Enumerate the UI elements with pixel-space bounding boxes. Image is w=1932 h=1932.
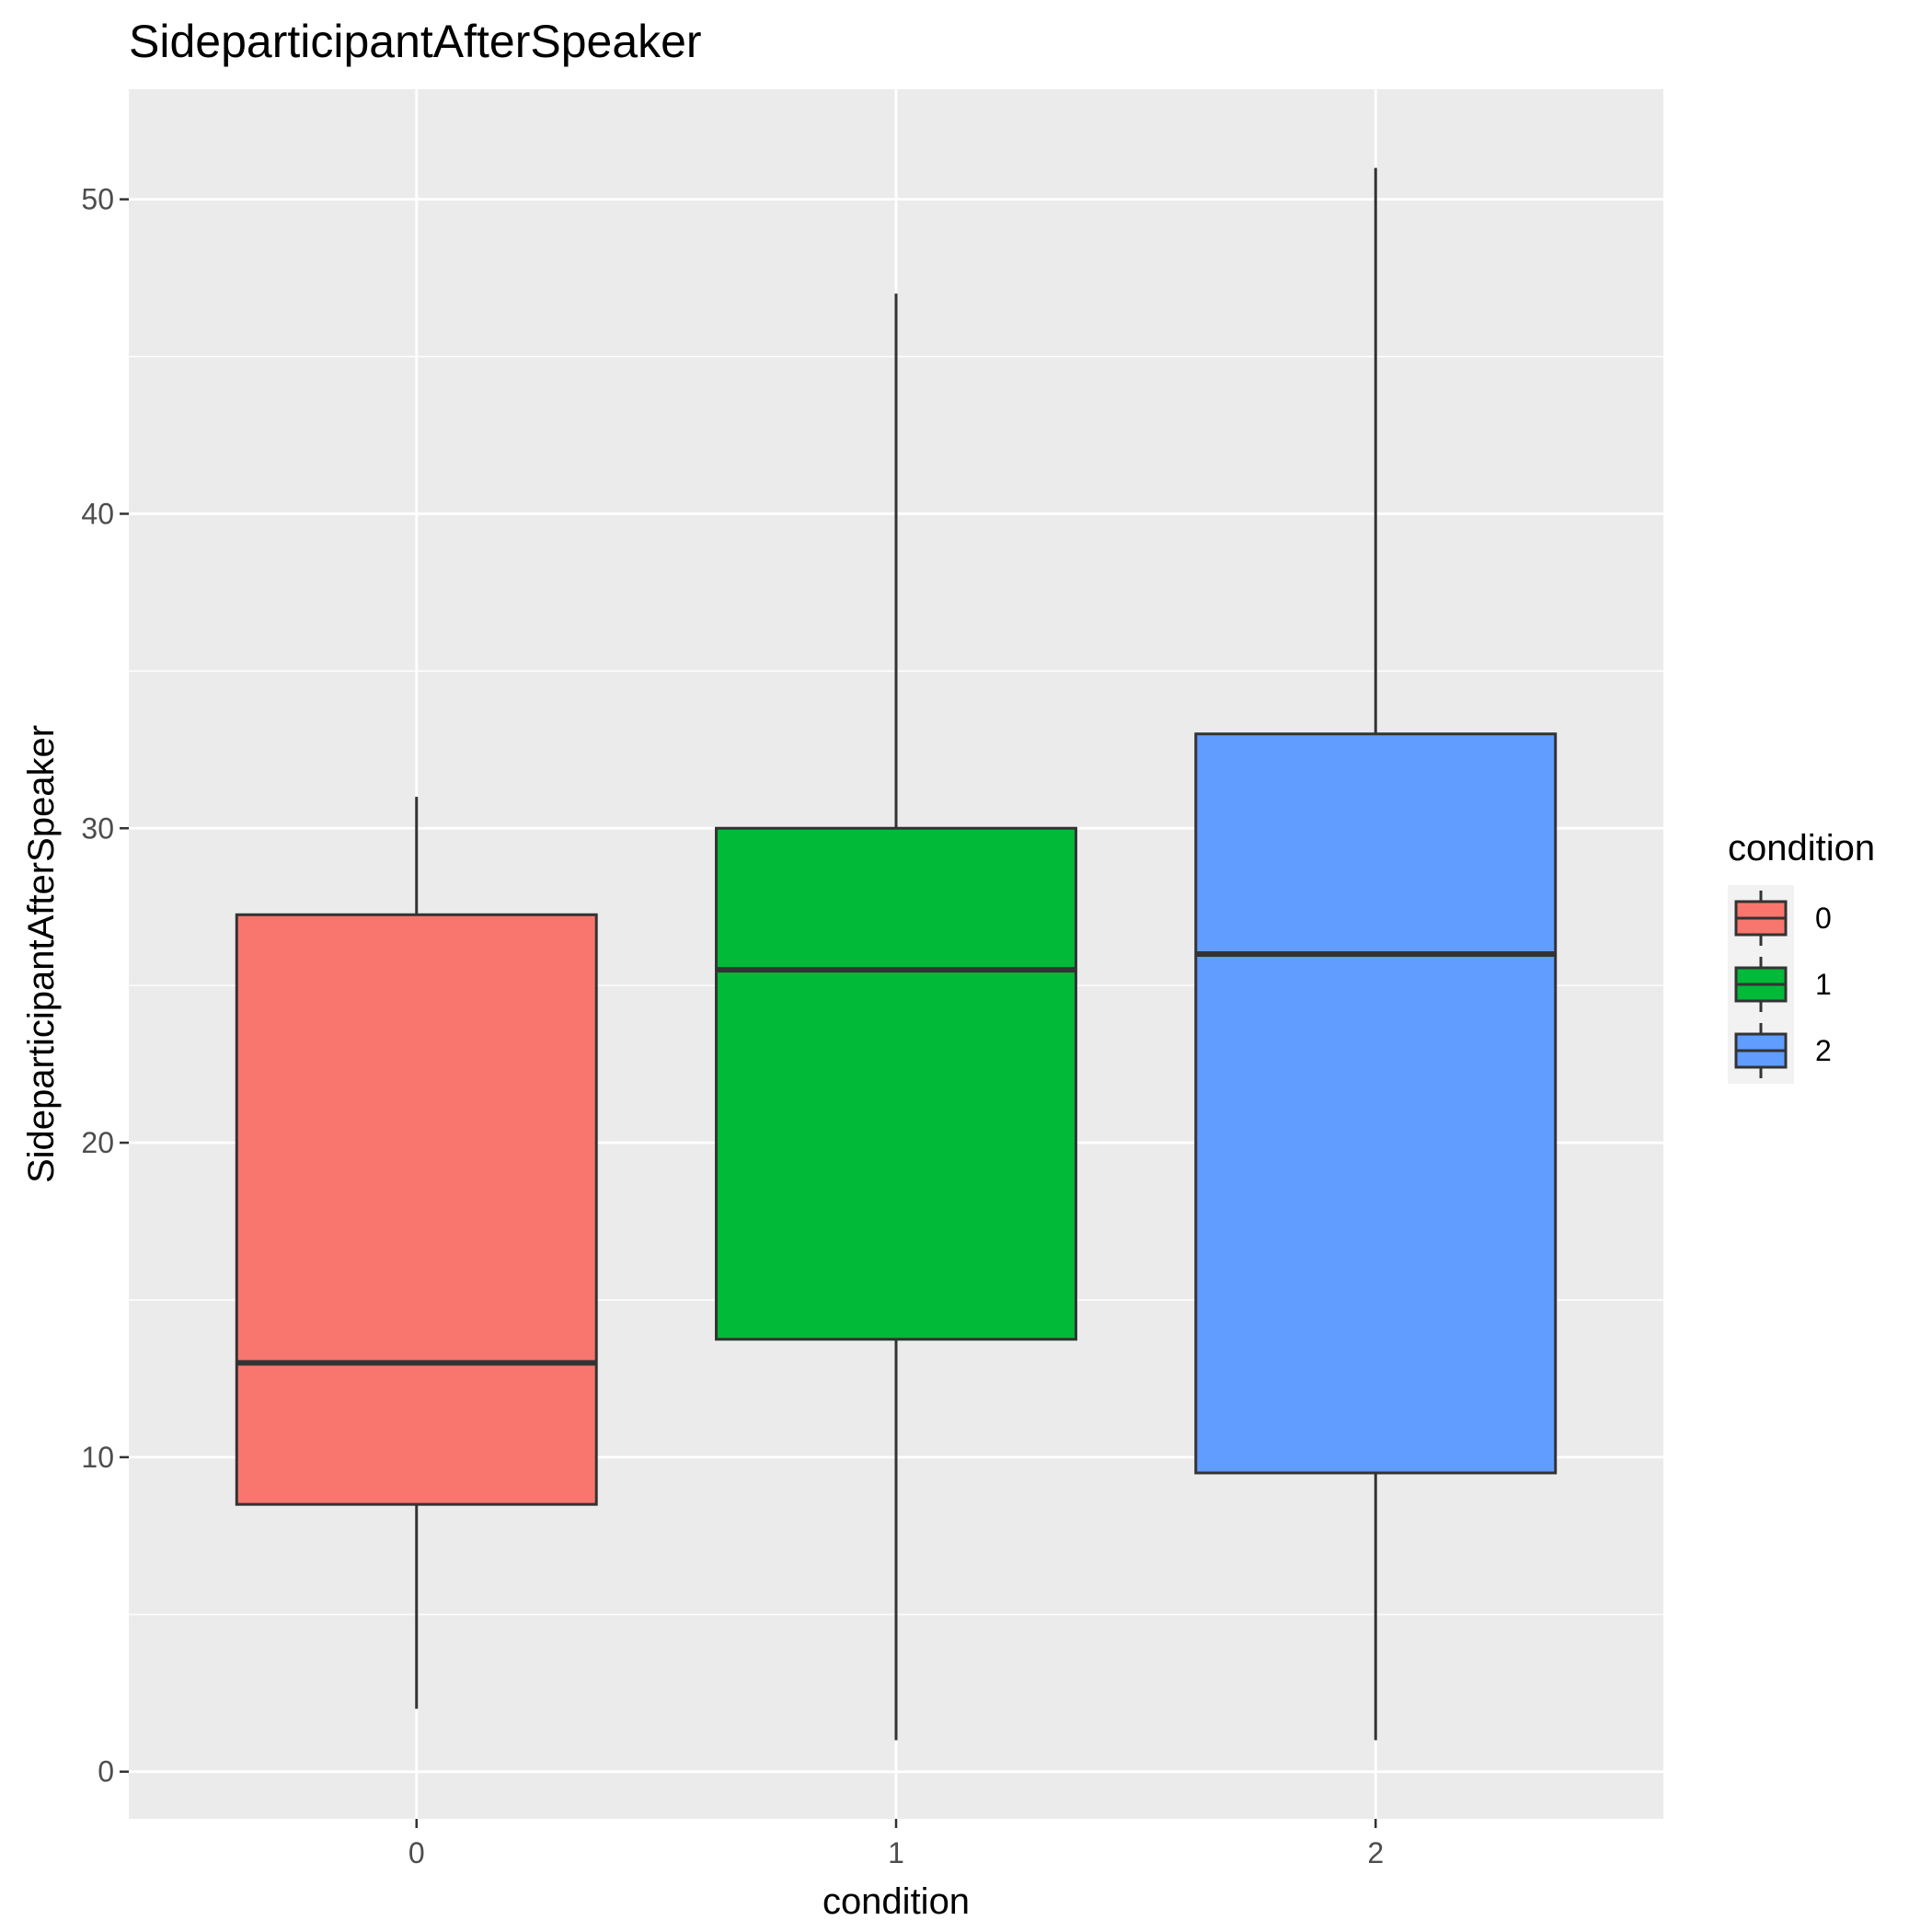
legend: condition 0 1 2 — [1728, 828, 1875, 1084]
legend-label: 1 — [1815, 968, 1832, 1001]
y-axis-title: SideparticipantAfterSpeaker — [21, 725, 62, 1183]
box-layer — [235, 167, 1558, 1741]
y-tick-label: 20 — [81, 1126, 114, 1159]
x-tick-label: 2 — [1367, 1836, 1384, 1869]
legend-item-1: 1 — [1734, 957, 1832, 1012]
iqr-box — [235, 913, 598, 1506]
legend-item-2: 2 — [1734, 1023, 1832, 1078]
legend-item-0: 0 — [1734, 891, 1832, 946]
y-tick-label: 0 — [98, 1755, 114, 1788]
iqr-box — [715, 826, 1077, 1341]
legend-items: 0 1 2 — [1734, 891, 1832, 1078]
y-tick-label: 40 — [81, 497, 114, 530]
x-axis-title: condition — [822, 1881, 970, 1922]
x-tick-label: 0 — [408, 1836, 425, 1869]
iqr-box — [1194, 732, 1558, 1475]
box-condition-2 — [1194, 167, 1558, 1741]
legend-title: condition — [1728, 828, 1875, 868]
box-condition-0 — [235, 797, 598, 1709]
legend-label: 2 — [1815, 1034, 1832, 1067]
box-condition-1 — [715, 293, 1077, 1741]
legend-label: 0 — [1815, 902, 1832, 935]
y-tick-label: 30 — [81, 811, 114, 845]
y-tick-label: 10 — [81, 1441, 114, 1474]
chart-title: SideparticipantAfterSpeaker — [129, 16, 702, 67]
axes: 0 10 20 30 40 50 0 1 2 — [81, 183, 1384, 1869]
x-tick-label: 1 — [888, 1836, 904, 1869]
y-tick-label: 50 — [81, 183, 114, 216]
